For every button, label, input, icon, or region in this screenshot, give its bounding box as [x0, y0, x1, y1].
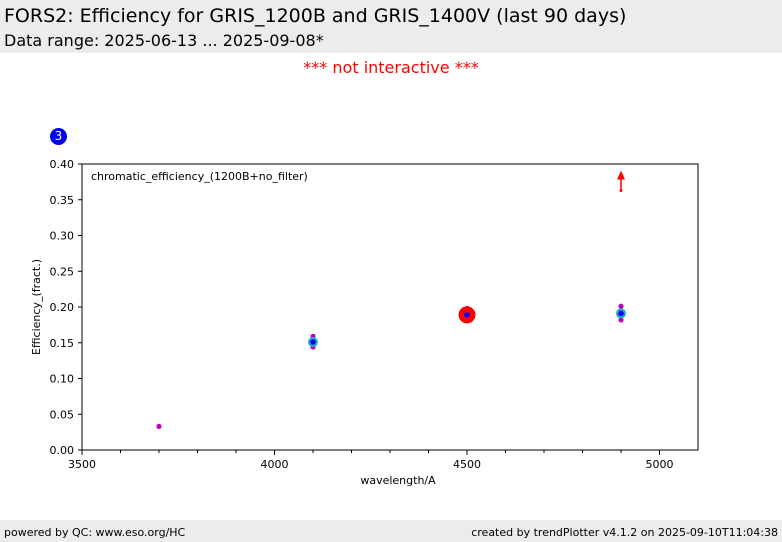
chart-annotation: chromatic_efficiency_(1200B+no_filter)	[91, 170, 308, 183]
footer-bar: powered by QC: www.eso.org/HC created by…	[0, 520, 782, 542]
data-point-magenta	[156, 423, 162, 430]
y-tick-label: 0.20	[50, 301, 75, 314]
y-axis-label: Efficiency_(fract.)	[30, 259, 43, 355]
x-tick-label: 4000	[261, 458, 289, 471]
y-tick-label: 0.30	[50, 230, 75, 243]
not-interactive-notice: *** not interactive ***	[303, 58, 479, 77]
footer-powered-by: powered by QC: www.eso.org/HC	[4, 526, 186, 539]
y-tick-label: 0.05	[50, 408, 75, 421]
y-tick-label: 0.15	[50, 337, 75, 350]
data-point-magenta	[618, 303, 624, 309]
arrow-head	[617, 170, 625, 180]
x-tick-label: 5000	[646, 458, 674, 471]
efficiency-chart: chromatic_efficiency_(1200B+no_filter) 0.…	[30, 158, 699, 487]
x-tick-label: 3500	[68, 458, 96, 471]
y-tick-label: 0.10	[50, 373, 75, 386]
arrow-base-point	[619, 188, 623, 192]
header-bar: FORS2: Efficiency for GRIS_1200B and GRI…	[0, 0, 782, 53]
y-tick-label: 0.40	[50, 158, 75, 171]
footer-created-by: created by trendPlotter v4.1.2 on 2025-0…	[471, 526, 778, 539]
y-tick-label: 0.35	[50, 194, 75, 207]
data-point-magenta	[618, 317, 624, 323]
y-tick-label: 0.00	[50, 444, 75, 457]
x-axis-label: wavelength/A	[360, 474, 436, 487]
data-point-blue	[310, 339, 316, 345]
y-tick-label: 0.25	[50, 265, 75, 278]
page-title: FORS2: Efficiency for GRIS_1200B and GRI…	[4, 5, 627, 27]
x-tick-label: 4500	[453, 458, 481, 471]
data-point-blue	[618, 310, 624, 317]
data-range-subtitle: Data range: 2025-06-13 ... 2025-09-08*	[4, 31, 324, 50]
plot-frame	[81, 163, 699, 451]
plot-number-badge: 3	[50, 128, 67, 145]
data-point-blue	[464, 312, 470, 318]
